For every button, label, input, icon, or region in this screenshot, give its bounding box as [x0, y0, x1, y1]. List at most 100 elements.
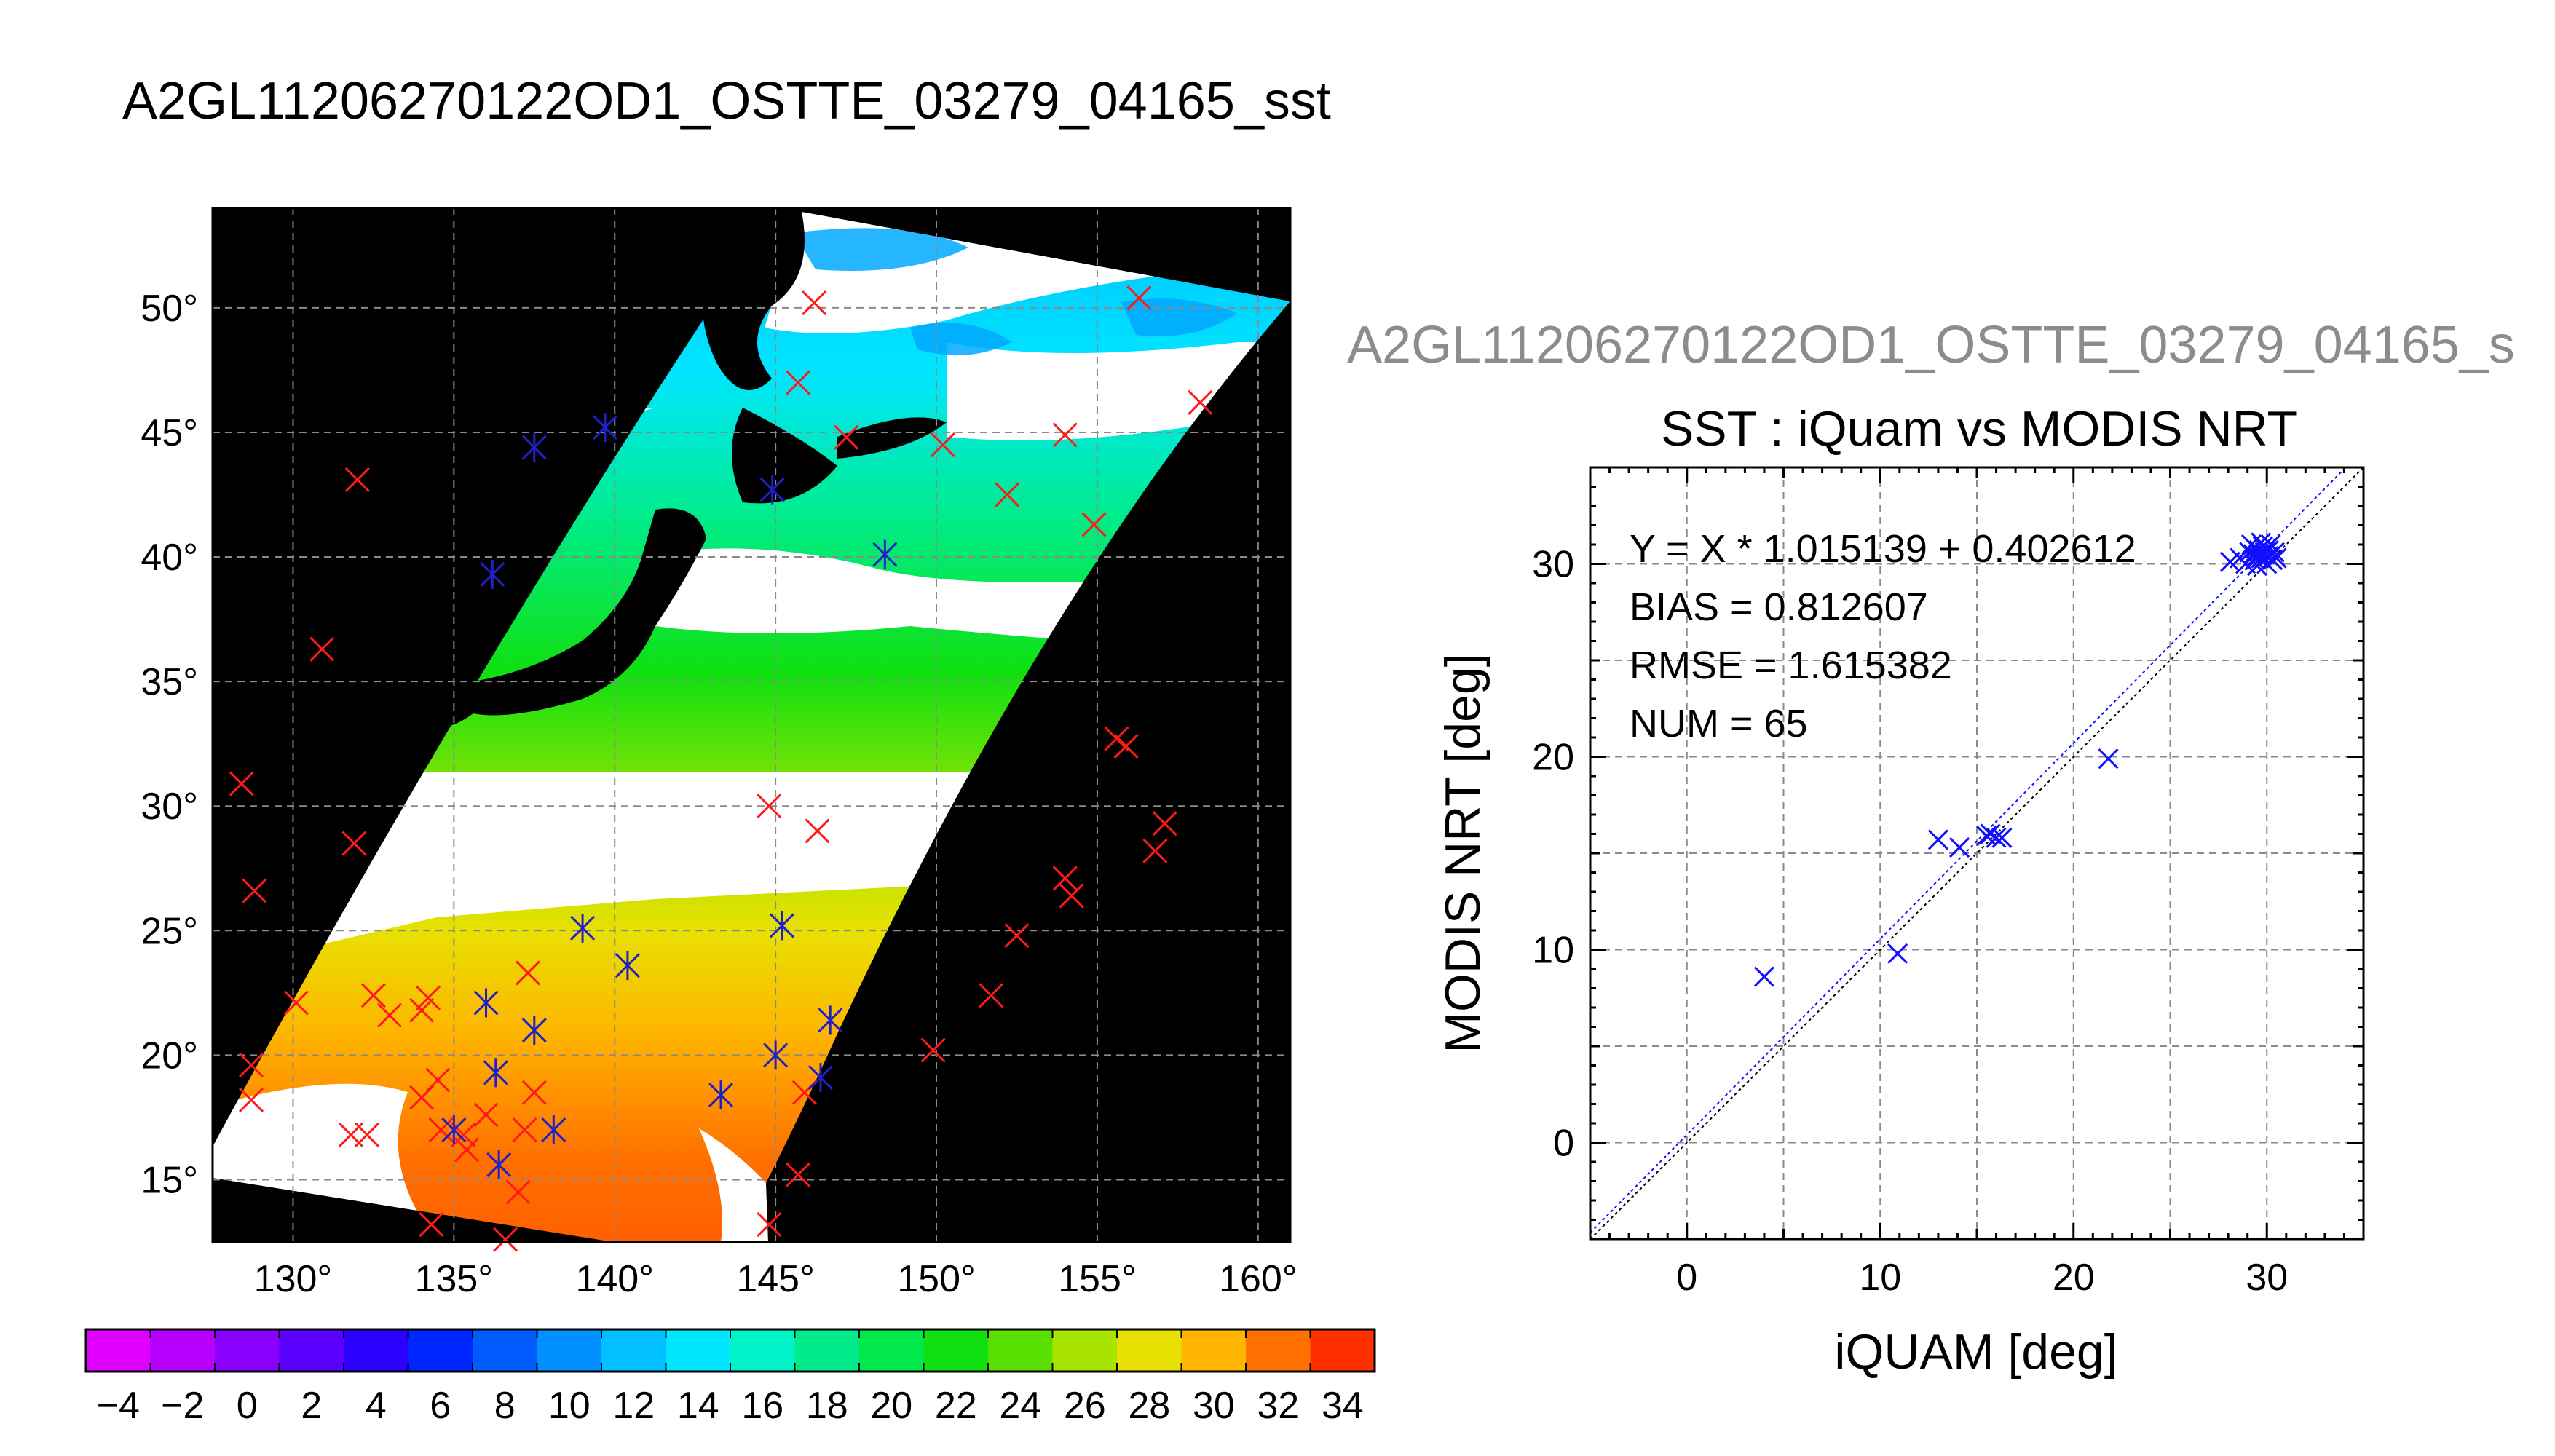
matchup-marker-x: [360, 983, 386, 1008]
matchup-marker-star: [708, 1080, 734, 1110]
colorbar-label: 22: [935, 1385, 977, 1427]
colorbar-segment: [923, 1329, 989, 1372]
matchup-marker-x: [521, 1080, 547, 1105]
colorbar-label: 14: [677, 1385, 719, 1427]
scatter-y-tick-label: 20: [1532, 737, 1574, 779]
scatter-lines: [1590, 467, 2364, 1240]
colorbar-segment: [1052, 1329, 1118, 1372]
map-lon-tick-labels: 130° 135° 140° 145° 150° 155° 160°: [254, 1258, 1298, 1300]
matchup-marker-x: [995, 482, 1020, 507]
matchup-marker-star: [521, 432, 547, 462]
matchup-marker-star: [769, 911, 795, 941]
matchup-marker-star: [480, 559, 505, 589]
matchup-marker-x: [1004, 923, 1030, 949]
matchup-marker-x: [473, 1102, 499, 1128]
map-lon-tick-label: 150°: [897, 1258, 976, 1300]
colorbar-label: 8: [494, 1385, 516, 1427]
scatter-point: [1986, 827, 2007, 848]
matchup-marker-star: [615, 951, 640, 981]
cold-water-patches: [794, 228, 1238, 355]
scatter-x-tick-label: 10: [1859, 1257, 1901, 1299]
matchup-marker-x: [1052, 422, 1078, 448]
colorbar-segment: [730, 1329, 795, 1372]
scatter-point: [1949, 836, 1970, 858]
scatter-y-axis-label: MODIS NRT [deg]: [1435, 653, 1490, 1053]
scatter-point: [1927, 829, 1948, 850]
colorbar-label: 12: [612, 1385, 655, 1427]
matchup-marker-star: [483, 1058, 508, 1088]
matchup-marker-x: [757, 794, 782, 819]
matchup-marker-x: [930, 432, 955, 458]
colorbar-label: 24: [999, 1385, 1041, 1427]
stats-regression: Y = X * 1.015139 + 0.402612: [1630, 527, 2136, 571]
map-lon-tick-label: 135°: [415, 1258, 494, 1300]
matchup-marker-x: [238, 1052, 264, 1078]
matchup-marker-x: [409, 1085, 435, 1110]
colorbar-label: 0: [237, 1385, 258, 1427]
map-lon-tick-label: 155°: [1058, 1258, 1137, 1300]
matchup-marker-x: [344, 467, 370, 493]
colorbar-label: 18: [806, 1385, 848, 1427]
matchup-marker-x: [454, 1137, 480, 1163]
map-markers: [229, 285, 1213, 1252]
scatter-points: [1753, 532, 2287, 987]
scatter-x-tick-labels: 0 10 20 30: [1676, 1257, 2288, 1299]
matchup-marker-star: [441, 1115, 467, 1145]
matchup-marker-x: [802, 290, 827, 316]
colorbar-segment: [1310, 1329, 1375, 1372]
scatter-y-tick-label: 10: [1532, 930, 1574, 972]
colorbar-segment: [666, 1329, 731, 1372]
scatter-header: A2GL11206270122OD1_OSTTE_03279_04165_s: [1347, 316, 2515, 374]
map-lat-tick-labels: 15° 20° 25° 30° 35° 40° 45° 50°: [141, 288, 198, 1202]
matchup-marker-x: [309, 636, 335, 662]
map-lat-tick-label: 25°: [141, 910, 198, 952]
colorbar-label: 26: [1064, 1385, 1106, 1427]
scatter-y-tick-labels: 0 10 20 30: [1532, 544, 1574, 1165]
map-gridlines: [213, 208, 1290, 1242]
colorbar-label: −4: [97, 1385, 140, 1427]
matchup-marker-x: [512, 1117, 537, 1143]
matchup-marker-x: [1113, 734, 1139, 759]
colorbar-segment: [473, 1329, 537, 1372]
colorbar-segment: [215, 1329, 280, 1372]
scatter-point: [2254, 542, 2275, 563]
map-lat-tick-label: 45°: [141, 412, 198, 454]
matchup-marker-x: [283, 990, 309, 1016]
colorbar-segment: [150, 1329, 216, 1372]
scatter-point: [1991, 827, 2013, 848]
map-frame: [211, 207, 1292, 1243]
colorbar-label: 10: [548, 1385, 591, 1427]
matchup-marker-x: [415, 985, 441, 1010]
colorbar-segment: [988, 1329, 1053, 1372]
matchup-marker-x: [1152, 811, 1177, 836]
colorbar-label: 4: [366, 1385, 387, 1427]
matchup-marker-x: [834, 424, 859, 450]
colorbar-label: 20: [870, 1385, 912, 1427]
scatter-x-tick-label: 0: [1676, 1257, 1697, 1299]
stats-box: Y = X * 1.015139 + 0.402612 BIAS = 0.812…: [1630, 527, 2136, 745]
matchup-marker-x: [1126, 285, 1152, 311]
colorbar-label: 2: [301, 1385, 322, 1427]
regression-line: [1590, 467, 2347, 1234]
matchup-marker-x: [1059, 883, 1084, 909]
colorbar-label: 6: [430, 1385, 451, 1427]
matchup-marker-star: [872, 539, 898, 569]
colorbar-label: −2: [161, 1385, 204, 1427]
matchup-marker-star: [592, 413, 618, 443]
matchup-marker-x: [1052, 866, 1078, 891]
map-lat-tick-label: 50°: [141, 288, 198, 330]
colorbar-segment: [1117, 1329, 1182, 1372]
matchup-marker-x: [229, 771, 254, 796]
colorbar-label: 16: [741, 1385, 783, 1427]
scatter-title: SST : iQuam vs MODIS NRT: [1661, 401, 2297, 456]
colorbar-segment: [537, 1329, 602, 1372]
colorbar-label: 32: [1257, 1385, 1299, 1427]
colorbar-segment: [408, 1329, 473, 1372]
stats-rmse: RMSE = 1.615382: [1630, 644, 1952, 687]
colorbar-segment: [859, 1329, 924, 1372]
stats-bias: BIAS = 0.812607: [1630, 585, 1928, 629]
map-lat-tick-label: 15°: [141, 1159, 198, 1201]
matchup-marker-star: [569, 913, 596, 943]
matchup-marker-star: [473, 988, 499, 1018]
